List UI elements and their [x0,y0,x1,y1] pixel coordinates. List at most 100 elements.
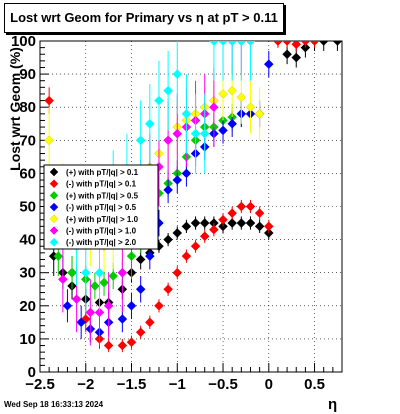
data-point [172,69,183,79]
legend-label: (+) with pT/|q| > 1.0 [66,215,139,224]
data-point [227,118,238,129]
data-point [209,224,219,235]
data-point [44,95,55,106]
data-point [76,317,87,328]
data-point [218,89,228,99]
y-tick-label: 10 [19,331,36,348]
y-tick-label: 50 [19,199,36,216]
data-point [172,267,183,278]
data-point [245,201,256,212]
data-point [172,228,183,238]
data-point [332,41,342,46]
y-tick-label: 30 [19,265,36,282]
legend-label: (+) with pT/|q| > 0.5 [66,191,139,200]
data-point [99,277,109,288]
data-point [53,251,64,262]
data-point [318,41,329,46]
legend-label: (-) with pT/|q| > 1.0 [66,227,137,236]
data-point [209,102,219,113]
data-point [209,41,219,46]
data-point [62,300,73,311]
data-point [144,317,155,328]
x-tick-label: 0.5 [304,376,325,393]
x-tick-label: −2.5 [25,376,55,393]
x-tick-label: −0.5 [208,376,238,393]
y-tick-label: 80 [19,99,36,116]
data-point [181,251,192,262]
data-point [199,128,210,139]
legend-label: (-) with pT/|q| > 0.1 [66,180,137,189]
data-point [227,218,238,228]
data-point [227,41,238,46]
data-point [181,168,192,179]
data-point [172,128,183,139]
legend-marker [49,237,59,247]
data-point [172,175,183,185]
y-tick-label: 0 [28,364,36,381]
y-tick-label: 100 [11,33,36,50]
x-tick-label: 0 [265,376,273,393]
y-tick-label: 40 [19,232,36,249]
legend-label: (+) with pT/|q| > 0.1 [66,168,139,177]
data-point [190,128,201,139]
legend-label: (-) with pT/|q| > 0.5 [66,203,137,212]
data-point [144,251,155,262]
data-point [245,41,256,46]
data-point [254,221,265,232]
data-point [163,135,173,146]
data-point [218,214,228,225]
data-point [108,271,119,281]
legend-marker [49,202,59,212]
data-point [163,234,173,245]
data-point [135,135,146,146]
data-point [254,108,265,119]
data-point [117,314,128,324]
data-point [190,218,201,228]
data-point [263,59,274,70]
y-tick-label: 70 [19,132,36,149]
data-point [181,221,192,232]
data-point [103,300,114,311]
data-point [227,208,238,218]
data-point [67,267,77,278]
data-point [117,340,128,351]
data-point [94,267,105,278]
data-point [273,41,283,46]
data-point [80,267,91,278]
data-point [71,294,82,305]
data-point [245,102,256,113]
data-point [85,307,96,318]
chart-title: Lost wrt Geom for Primary vs η at pT > 0… [4,3,284,33]
legend-marker [49,167,59,177]
y-axis-label: Lost wrt Geom (%) [7,47,23,171]
data-point [236,201,247,212]
data-point [199,218,210,228]
legend-marker [49,214,59,224]
data-point [117,267,128,278]
data-point [282,49,292,60]
data-point [190,241,201,252]
data-point [181,108,192,119]
y-tick-label: 90 [19,66,36,83]
data-point [218,41,228,46]
data-point [58,274,68,285]
data-point [144,118,155,129]
x-tick-label: −2 [77,376,94,393]
data-point [154,95,164,106]
y-tick-label: 20 [19,298,36,315]
data-point [263,221,274,232]
data-point [282,41,292,46]
data-point [309,41,320,46]
x-tick-label: −1.5 [117,376,147,393]
data-point [245,218,256,228]
data-point [227,85,238,96]
x-tick-label: −1 [169,376,186,393]
data-point [135,327,146,338]
legend-marker [49,179,59,189]
data-point [163,85,173,96]
data-point [103,340,114,351]
data-point [44,135,55,146]
data-point [236,41,247,46]
data-point [300,41,311,46]
